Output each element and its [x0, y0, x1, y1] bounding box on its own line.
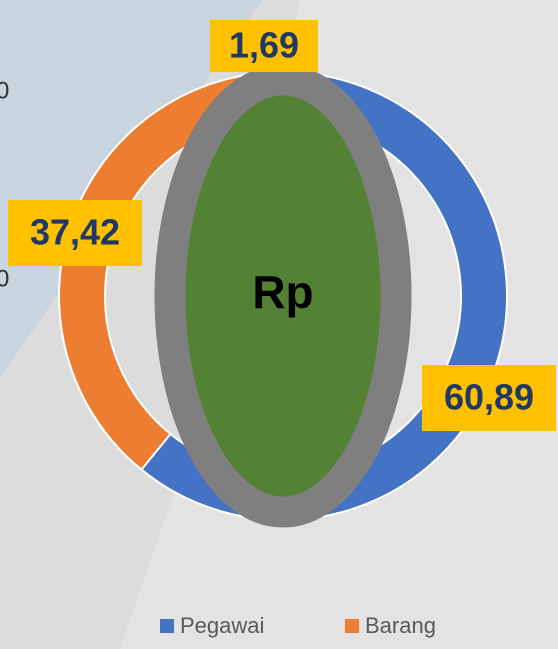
value-label: 1,69 [229, 25, 299, 66]
center-ellipse [154, 64, 412, 528]
legend-swatch [160, 619, 174, 633]
value-label: 60,89 [444, 377, 534, 418]
legend-label: Barang [365, 613, 436, 638]
value-label: 37,42 [30, 212, 120, 253]
value-label-box [8, 200, 142, 266]
center-label: Rp [252, 266, 313, 318]
annotation: 0 [0, 77, 9, 104]
legend-label: Pegawai [180, 613, 264, 638]
donut-segment [140, 70, 508, 521]
value-label-box [422, 365, 556, 431]
value-label-box [210, 20, 318, 72]
annotation: 0 [0, 265, 9, 292]
legend-swatch [345, 619, 359, 633]
